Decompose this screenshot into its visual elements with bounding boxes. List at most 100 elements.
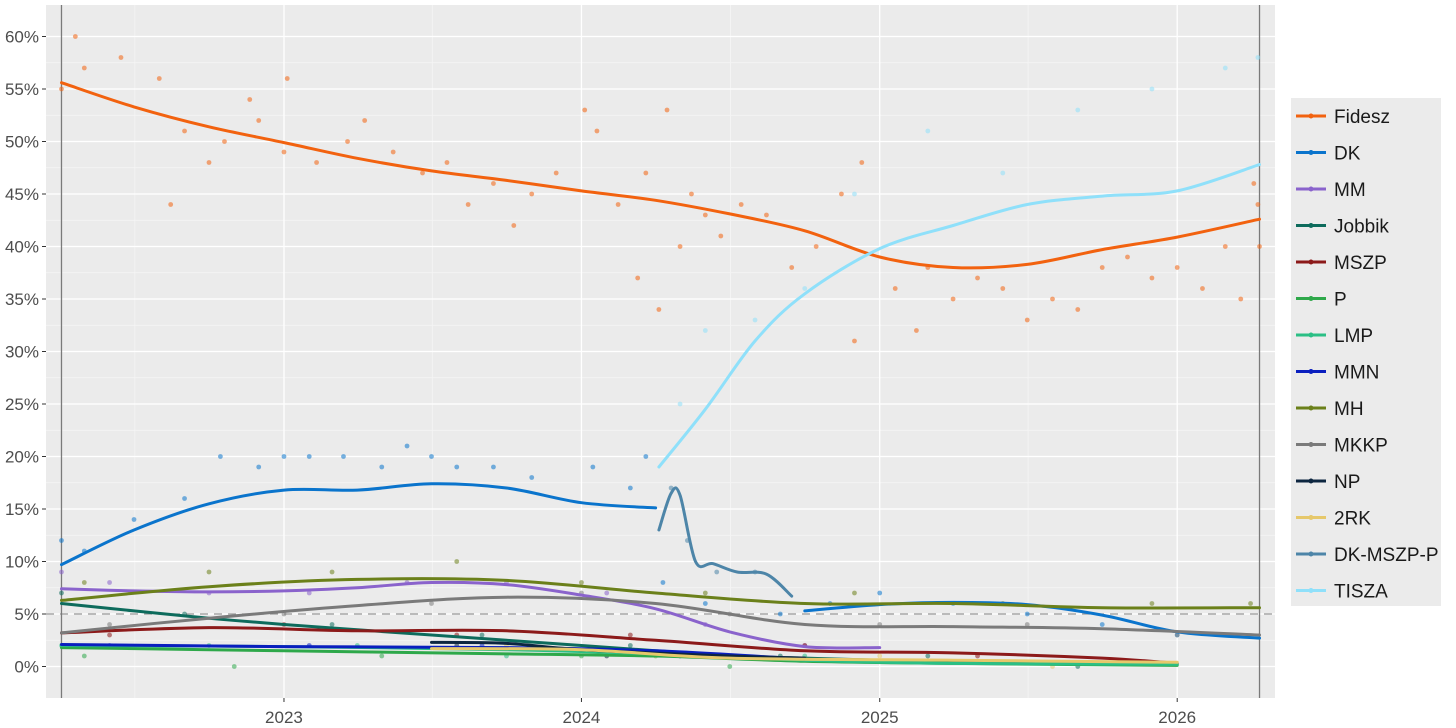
poll-point	[975, 275, 980, 281]
poll-point	[777, 611, 783, 617]
poll-point	[702, 590, 708, 596]
poll-point	[752, 317, 758, 323]
poll-points	[59, 34, 1262, 669]
poll-point	[454, 464, 460, 470]
poll-point	[118, 55, 124, 60]
y-tick-label: 25%	[5, 395, 39, 414]
legend-key-point	[1308, 478, 1314, 484]
poll-point	[604, 590, 610, 596]
x-tick-label: 2023	[265, 708, 303, 727]
poll-point	[168, 202, 174, 207]
legend-label: MKKP	[1334, 436, 1388, 457]
poll-point	[892, 286, 898, 291]
poll-point	[420, 170, 425, 176]
y-tick-label: 40%	[5, 238, 39, 257]
poll-point	[802, 286, 808, 291]
legend-key-point	[1308, 259, 1314, 265]
poll-point	[1222, 244, 1228, 249]
poll-point	[925, 653, 931, 659]
poll-point	[925, 128, 931, 134]
poll-point	[1024, 622, 1030, 627]
x-tick-label: 2024	[563, 708, 601, 727]
poll-point	[284, 76, 290, 81]
poll-point	[1222, 65, 1228, 71]
poll-point	[718, 233, 724, 239]
poll-point	[341, 454, 346, 459]
poll-point	[702, 212, 708, 218]
trend-lines	[60, 81, 1261, 667]
poll-point	[590, 464, 596, 470]
poll-point	[1149, 601, 1155, 606]
legend-label: LMP	[1334, 326, 1373, 347]
poll-point	[479, 632, 485, 638]
poll-point	[553, 170, 559, 176]
legend-key-point	[1308, 551, 1314, 557]
trend-line-fidesz	[60, 81, 1261, 270]
poll-point	[615, 202, 621, 207]
trend-line-mszp	[60, 626, 1179, 665]
poll-point	[839, 191, 844, 197]
y-tick-label: 30%	[5, 343, 39, 362]
poll-point	[256, 464, 262, 470]
poll-point	[1238, 296, 1244, 302]
poll-point	[404, 443, 410, 449]
poll-point	[764, 212, 769, 218]
legend-key-point	[1308, 223, 1314, 228]
poll-point	[594, 128, 600, 134]
poll-point	[247, 97, 253, 102]
trend-line-tisza	[657, 163, 1261, 469]
legend-label: MH	[1334, 399, 1364, 420]
poll-point	[206, 569, 212, 575]
poll-point	[627, 485, 633, 491]
poll-point	[107, 632, 112, 638]
poll-point	[529, 475, 535, 480]
poll-point	[59, 569, 64, 575]
legend-key-point	[1308, 186, 1314, 192]
legend-label: DK	[1334, 144, 1361, 165]
poll-point	[1149, 275, 1155, 281]
poll-point	[950, 296, 956, 302]
poll-point	[789, 265, 795, 270]
y-tick-label: 15%	[5, 500, 39, 519]
poll-point	[454, 559, 460, 564]
poll-point	[677, 244, 683, 249]
poll-point	[1174, 265, 1180, 270]
poll-point	[59, 86, 64, 92]
poll-point	[914, 328, 919, 333]
legend-key-point	[1308, 405, 1314, 411]
poll-point	[329, 622, 335, 627]
poll-point	[1000, 170, 1006, 176]
poll-point	[306, 454, 312, 459]
poll-point	[429, 601, 434, 606]
poll-point	[491, 181, 496, 186]
trend-line-dk	[60, 482, 658, 567]
poll-point	[281, 149, 287, 155]
poll-point	[702, 601, 708, 606]
poll-point	[1174, 632, 1180, 638]
poll-point	[59, 590, 64, 596]
poll-point	[1248, 601, 1253, 606]
legend-label: MM	[1334, 180, 1366, 201]
y-axis: 0% 5% 10% 15% 20% 25% 30% 35% 40% 45% 50% 55% 60%	[5, 28, 46, 677]
poll-point	[1255, 202, 1261, 207]
legend-label: MMN	[1334, 363, 1379, 384]
poll-point	[635, 275, 641, 281]
poll-point	[643, 170, 649, 176]
poll-point	[1075, 307, 1081, 312]
poll-point	[1099, 265, 1105, 270]
legend-label: MSZP	[1334, 253, 1387, 274]
poll-point	[156, 76, 162, 81]
poll-point	[714, 569, 720, 575]
poll-point	[81, 653, 87, 659]
trend-line-dk-mszp-p	[657, 486, 794, 598]
legend-label: Fidesz	[1334, 107, 1390, 128]
poll-point	[59, 538, 64, 543]
poll-point	[852, 338, 857, 344]
y-tick-label: 20%	[5, 448, 39, 467]
poll-point	[579, 580, 584, 585]
poll-point	[582, 107, 588, 113]
legend-label: Jobbik	[1334, 217, 1389, 238]
legend-label: TISZA	[1334, 582, 1388, 603]
legend-key-point	[1308, 296, 1314, 301]
